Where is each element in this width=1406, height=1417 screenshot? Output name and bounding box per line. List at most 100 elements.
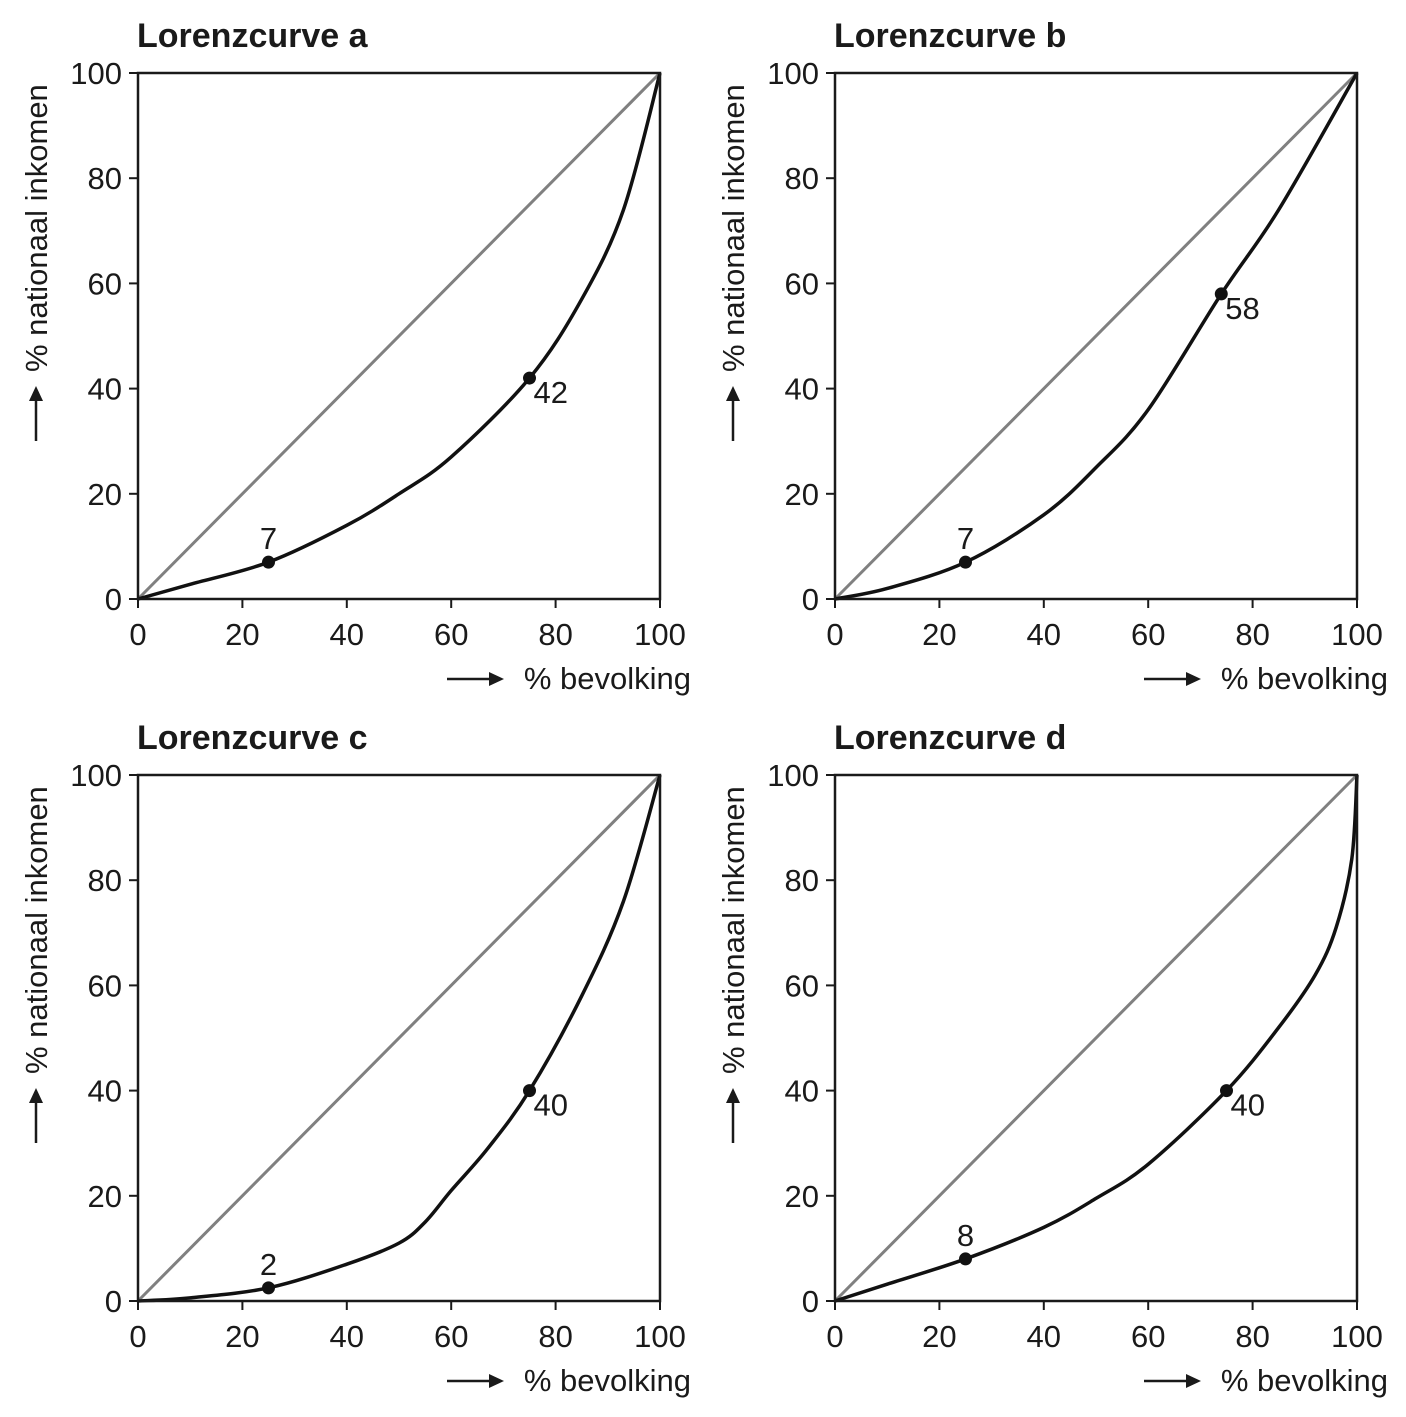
chart-a-point-1 [523,371,536,385]
chart-a-xtick-label: 40 [330,617,364,652]
chart-c-ytick-label: 100 [70,758,122,793]
chart-a-xtick-label: 60 [434,617,468,652]
chart-b-xtick-label: 100 [1331,617,1383,652]
chart-d-ylabel-arrowhead [726,1088,740,1103]
chart-a-xtick-label: 20 [225,617,259,652]
chart-c-point-1 [523,1084,536,1098]
chart-a-ylabel: % nationaal inkomen [19,84,54,372]
chart-c-point-0 [262,1281,275,1295]
chart-a-title: Lorenzcurve a [137,17,369,55]
chart-c-tick-marks [129,774,661,1310]
chart-c-ytick-label: 0 [105,1284,122,1319]
chart-c-ylabel: % nationaal inkomen [19,786,54,1074]
chart-a-lorenz-curve [137,72,662,601]
chart-d-ytick-label: 100 [767,758,819,793]
chart-d-plot-frame [833,773,1359,1303]
chart-b-xtick-label: 40 [1027,617,1061,652]
chart-c-xtick-label: 80 [538,1319,572,1354]
chart-panel-c: Lorenzcurve c 0 20 40 60 80 100 0 20 40 60 80 100 2 40… [0,702,703,1410]
chart-a-equality-line [136,71,662,601]
chart-b-ytick-label: 80 [785,161,819,196]
chart-d-xtick-label: 0 [826,1319,843,1354]
chart-panel-b: Lorenzcurve b 0 20 40 60 80 100 0 20 40 60 80 100 7 58… [697,0,1400,708]
chart-c-title: Lorenzcurve c [137,719,368,757]
chart-d-svg: Lorenzcurve d 0 20 40 60 80 100 0 20 40 60 80 100 8 40… [716,719,1388,1398]
chart-c-equality-line [136,773,662,1303]
chart-d-ytick-label: 80 [785,863,819,898]
chart-d-point-0 [959,1252,972,1266]
chart-d-ytick-label: 40 [785,1074,819,1109]
chart-b-point-0 [959,555,972,569]
chart-c-xtick-label: 60 [434,1319,468,1354]
chart-b-point-label-1: 58 [1225,291,1259,326]
chart-d-ytick-label: 0 [802,1284,819,1319]
chart-c-xtick-label: 0 [129,1319,146,1354]
chart-b-ylabel-arrowhead [726,386,740,401]
chart-c-plot-frame [136,773,662,1303]
chart-d-xtick-label: 100 [1331,1319,1383,1354]
chart-a-ytick-label: 20 [88,477,122,512]
chart-a-plot-frame [136,71,662,601]
chart-c-svg: Lorenzcurve c 0 20 40 60 80 100 0 20 40 60 80 100 2 40… [19,719,691,1398]
chart-d-xtick-label: 20 [922,1319,956,1354]
chart-c-ylabel-arrowhead [29,1088,43,1103]
chart-d-tick-marks [826,774,1358,1310]
chart-b-ytick-label: 40 [785,372,819,407]
chart-b-xtick-label: 0 [826,617,843,652]
chart-b-point-1 [1214,287,1228,301]
chart-b-point-label-0: 7 [957,521,974,556]
chart-c-xtick-label: 40 [330,1319,364,1354]
chart-b-tick-marks [826,72,1358,608]
chart-b-ytick-label: 20 [785,477,819,512]
chart-b-xlabel-arrowhead [1186,672,1201,686]
chart-a-ytick-label: 100 [70,56,122,91]
chart-c-point-label-0: 2 [260,1247,277,1282]
chart-d-xtick-label: 40 [1027,1319,1061,1354]
chart-b-equality-line [833,71,1359,601]
chart-d-xlabel: % bevolking [1221,1363,1388,1398]
chart-a-tick-marks [129,72,661,608]
chart-b-ylabel: % nationaal inkomen [716,84,751,372]
chart-c-xtick-label: 100 [634,1319,686,1354]
chart-d-xlabel-arrowhead [1186,1374,1201,1388]
chart-a-ytick-label: 80 [88,161,122,196]
chart-a-point-0 [262,555,275,569]
chart-a-ytick-label: 60 [88,266,122,301]
chart-b-plot-frame [833,71,1359,601]
chart-c-point-label-1: 40 [534,1088,568,1123]
chart-a-xtick-label: 80 [538,617,572,652]
chart-a-point-label-0: 7 [260,521,277,556]
chart-a-xlabel: % bevolking [524,661,691,696]
chart-a-xtick-label: 100 [634,617,686,652]
chart-a-xtick-label: 0 [129,617,146,652]
chart-d-equality-line [833,773,1359,1303]
chart-panel-a: Lorenzcurve a 0 20 40 60 80 100 0 20 40 60 80 100 7 42… [0,0,703,708]
chart-panel-d: Lorenzcurve d 0 20 40 60 80 100 0 20 40 60 80 100 8 40… [697,702,1400,1410]
chart-c-xtick-label: 20 [225,1319,259,1354]
chart-b-xtick-label: 60 [1131,617,1165,652]
chart-d-title: Lorenzcurve d [834,719,1066,757]
chart-c-xlabel: % bevolking [524,1363,691,1398]
chart-d-ytick-label: 60 [785,968,819,1003]
chart-a-ylabel-arrowhead [29,386,43,401]
chart-b-xtick-label: 80 [1235,617,1269,652]
chart-b-lorenz-curve [834,72,1359,601]
chart-c-ytick-label: 20 [88,1179,122,1214]
chart-d-point-label-1: 40 [1231,1088,1265,1123]
chart-b-ytick-label: 0 [802,582,819,617]
chart-d-xtick-label: 60 [1131,1319,1165,1354]
chart-a-xlabel-arrowhead [489,672,504,686]
chart-b-ytick-label: 100 [767,56,819,91]
chart-b-xtick-label: 20 [922,617,956,652]
chart-b-title: Lorenzcurve b [834,17,1066,55]
chart-d-xtick-label: 80 [1235,1319,1269,1354]
chart-b-xlabel: % bevolking [1221,661,1388,696]
chart-d-point-1 [1220,1084,1233,1098]
chart-d-ytick-label: 20 [785,1179,819,1214]
chart-c-ytick-label: 40 [88,1074,122,1109]
chart-d-ylabel: % nationaal inkomen [716,786,751,1074]
chart-c-xlabel-arrowhead [489,1374,504,1388]
chart-c-ytick-label: 60 [88,968,122,1003]
chart-a-svg: Lorenzcurve a 0 20 40 60 80 100 0 20 40 60 80 100 7 42… [19,17,691,696]
chart-b-svg: Lorenzcurve b 0 20 40 60 80 100 0 20 40 60 80 100 7 58… [716,17,1388,696]
